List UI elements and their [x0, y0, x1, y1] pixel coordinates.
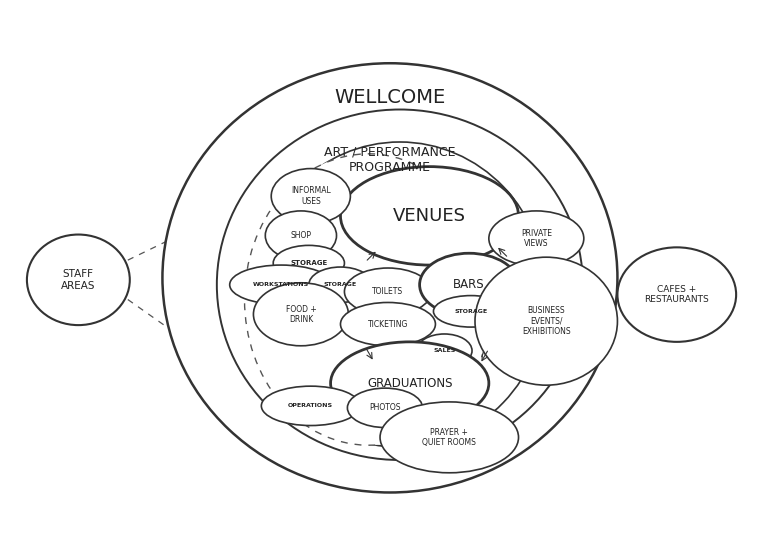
Ellipse shape — [489, 211, 584, 266]
Ellipse shape — [380, 402, 518, 473]
Text: CAFES +
RESTAURANTS: CAFES + RESTAURANTS — [644, 285, 709, 305]
Ellipse shape — [273, 245, 344, 281]
Text: BUSINESS
EVENTS/
EXHIBITIONS: BUSINESS EVENTS/ EXHIBITIONS — [522, 306, 571, 336]
Ellipse shape — [340, 167, 518, 265]
Ellipse shape — [253, 283, 349, 346]
Text: INFORMAL
USES: INFORMAL USES — [291, 187, 331, 206]
Ellipse shape — [217, 110, 583, 460]
Ellipse shape — [419, 253, 518, 316]
Ellipse shape — [230, 265, 333, 305]
Ellipse shape — [309, 267, 372, 302]
Ellipse shape — [261, 386, 360, 426]
Text: TOILETS: TOILETS — [372, 287, 403, 296]
Text: PRAYER +
QUIET ROOMS: PRAYER + QUIET ROOMS — [422, 428, 476, 447]
Ellipse shape — [433, 295, 508, 327]
Ellipse shape — [244, 154, 492, 445]
Text: WORKSTATIONS: WORKSTATIONS — [253, 282, 310, 287]
Ellipse shape — [347, 388, 422, 428]
Text: ART / PERFORMANCE
PROGRAMME: ART / PERFORMANCE PROGRAMME — [324, 146, 455, 174]
Text: STORAGE: STORAGE — [324, 282, 357, 287]
Ellipse shape — [417, 334, 472, 367]
Text: STAFF
AREAS: STAFF AREAS — [61, 269, 95, 291]
Ellipse shape — [253, 142, 546, 447]
Text: VENUES: VENUES — [393, 207, 466, 225]
Text: BARS: BARS — [453, 278, 485, 291]
Ellipse shape — [340, 302, 435, 346]
Text: PRIVATE
VIEWS: PRIVATE VIEWS — [521, 229, 552, 248]
Ellipse shape — [265, 211, 336, 260]
Ellipse shape — [617, 247, 737, 342]
Text: STORAGE: STORAGE — [455, 309, 488, 314]
Text: SALES: SALES — [433, 348, 455, 353]
Text: STORAGE: STORAGE — [290, 260, 327, 266]
Ellipse shape — [271, 168, 350, 224]
Ellipse shape — [27, 235, 130, 325]
Ellipse shape — [475, 257, 617, 385]
Text: GRADUATIONS: GRADUATIONS — [367, 377, 452, 390]
Ellipse shape — [330, 342, 489, 424]
Text: OPERATIONS: OPERATIONS — [288, 404, 333, 408]
Text: TICKETING: TICKETING — [368, 320, 408, 329]
Ellipse shape — [162, 63, 617, 492]
Text: WELLCOME: WELLCOME — [334, 88, 445, 107]
Text: SHOP: SHOP — [290, 231, 311, 240]
Text: PHOTOS: PHOTOS — [369, 404, 401, 412]
Ellipse shape — [344, 268, 432, 315]
Text: FOOD +
DRINK: FOOD + DRINK — [286, 305, 316, 324]
